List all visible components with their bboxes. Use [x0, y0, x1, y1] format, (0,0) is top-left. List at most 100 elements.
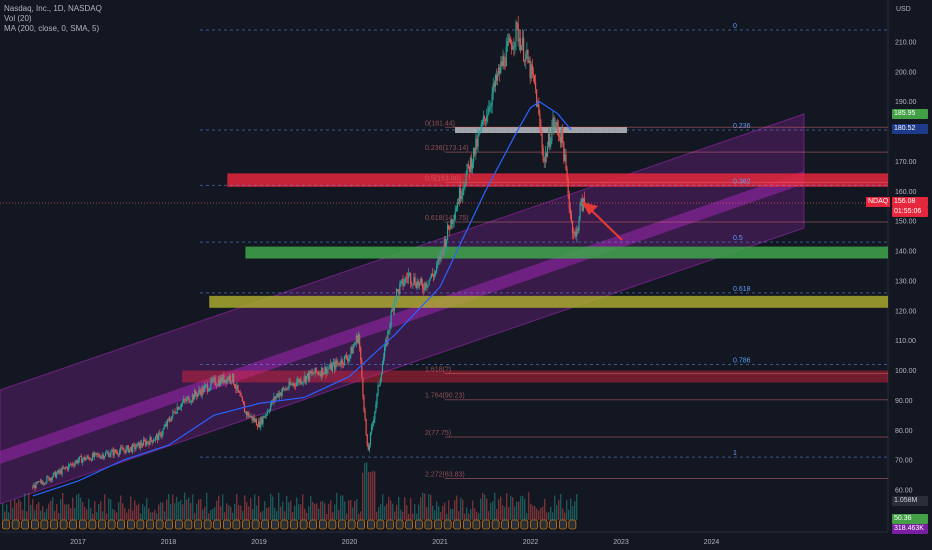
- candle-body: [523, 37, 525, 61]
- volume-bar: [368, 472, 370, 520]
- volume-bar: [86, 509, 88, 520]
- candle-body: [460, 188, 462, 199]
- candle-body: [34, 485, 36, 489]
- volume-bar: [244, 495, 246, 520]
- candle-body: [130, 447, 133, 452]
- candle-body: [398, 289, 400, 294]
- volume-bar: [366, 462, 368, 520]
- candle-body: [110, 451, 112, 455]
- earnings-marker: [472, 519, 481, 530]
- candle-body: [563, 142, 565, 162]
- earnings-marker: [453, 519, 462, 530]
- price-axis-tick-label: 170.00: [895, 159, 917, 166]
- volume-bar: [54, 511, 56, 520]
- volume-bar: [376, 511, 378, 520]
- candle-body: [183, 399, 185, 403]
- candle-body: [69, 464, 71, 465]
- candle-body: [549, 133, 551, 147]
- candle-body: [229, 375, 232, 381]
- candle-body: [223, 375, 225, 383]
- candle-body: [301, 382, 303, 384]
- volume-bar: [296, 497, 298, 520]
- candle-body: [315, 367, 317, 373]
- candle-body: [214, 378, 216, 386]
- candle-body: [193, 390, 196, 400]
- candle-body: [461, 195, 463, 199]
- candle-body: [515, 22, 517, 43]
- candle-body: [541, 134, 543, 149]
- candle-body: [192, 395, 195, 400]
- volume-bar: [194, 512, 196, 520]
- volume-bar: [56, 504, 58, 520]
- volume-bar: [330, 500, 332, 520]
- volume-bar: [544, 498, 546, 520]
- candle-body: [348, 357, 350, 361]
- volume-bar: [448, 500, 450, 520]
- candle-body: [384, 346, 386, 358]
- candle-body: [397, 289, 399, 290]
- candle-body: [94, 452, 96, 457]
- candle-body: [493, 83, 495, 87]
- volume-bar: [274, 507, 276, 520]
- candle-body: [206, 384, 209, 392]
- price-axis-tick-label: 70.00: [895, 458, 913, 465]
- candle-body: [481, 121, 483, 125]
- earnings-marker: [79, 519, 87, 530]
- candle-body: [217, 379, 220, 386]
- candle-body: [200, 391, 202, 396]
- volume-bar: [328, 503, 330, 520]
- candle-body: [496, 74, 499, 81]
- candle-body: [317, 372, 319, 375]
- candle-body: [467, 163, 469, 166]
- candle-body: [261, 417, 263, 424]
- candle-body: [212, 378, 214, 382]
- candle-body: [158, 432, 160, 441]
- volume-bar: [64, 504, 66, 520]
- candle-body: [570, 214, 573, 222]
- earnings-marker: [107, 519, 116, 530]
- candle-body: [36, 482, 38, 483]
- earnings-marker: [175, 519, 183, 530]
- volume-bar: [406, 505, 408, 520]
- candle-body: [322, 367, 324, 375]
- candle-body: [60, 470, 62, 475]
- candle-body: [73, 464, 75, 466]
- volume-bar: [256, 505, 258, 520]
- candle-body: [174, 411, 176, 414]
- candle-body: [294, 385, 297, 387]
- candle-body: [425, 282, 427, 288]
- volume-bar: [264, 501, 266, 520]
- volume-bar: [574, 501, 576, 520]
- volume-bar: [354, 500, 356, 520]
- volume-bar: [52, 497, 54, 520]
- volume-bar: [22, 510, 24, 520]
- price-axis-tick-label: 190.00: [895, 99, 917, 106]
- time-axis-panel: [0, 532, 932, 550]
- candle-body: [196, 394, 198, 397]
- volume-bar: [522, 495, 524, 520]
- volume-bar: [352, 507, 354, 520]
- candle-body: [438, 256, 440, 261]
- candle-body: [120, 447, 122, 452]
- earnings-marker: [414, 519, 423, 530]
- candle-body: [405, 277, 407, 279]
- volume-bar: [210, 509, 212, 520]
- volume-bar: [464, 513, 466, 520]
- candle-body: [309, 370, 311, 380]
- candle-body: [166, 419, 169, 426]
- volume-bar: [108, 498, 110, 520]
- candle-body: [234, 384, 236, 388]
- candle-body: [406, 278, 409, 279]
- candle-body: [144, 439, 146, 441]
- candle-body: [95, 452, 97, 454]
- candle-body: [40, 480, 43, 483]
- fib-level-label: 0.382: [733, 178, 751, 185]
- candle-body: [279, 392, 281, 396]
- candle-body: [263, 416, 265, 418]
- earnings-marker: [30, 519, 39, 530]
- volume-bar: [500, 496, 502, 520]
- volume-bar: [230, 506, 232, 520]
- candle-body: [243, 404, 246, 413]
- channel-midline: [0, 171, 804, 464]
